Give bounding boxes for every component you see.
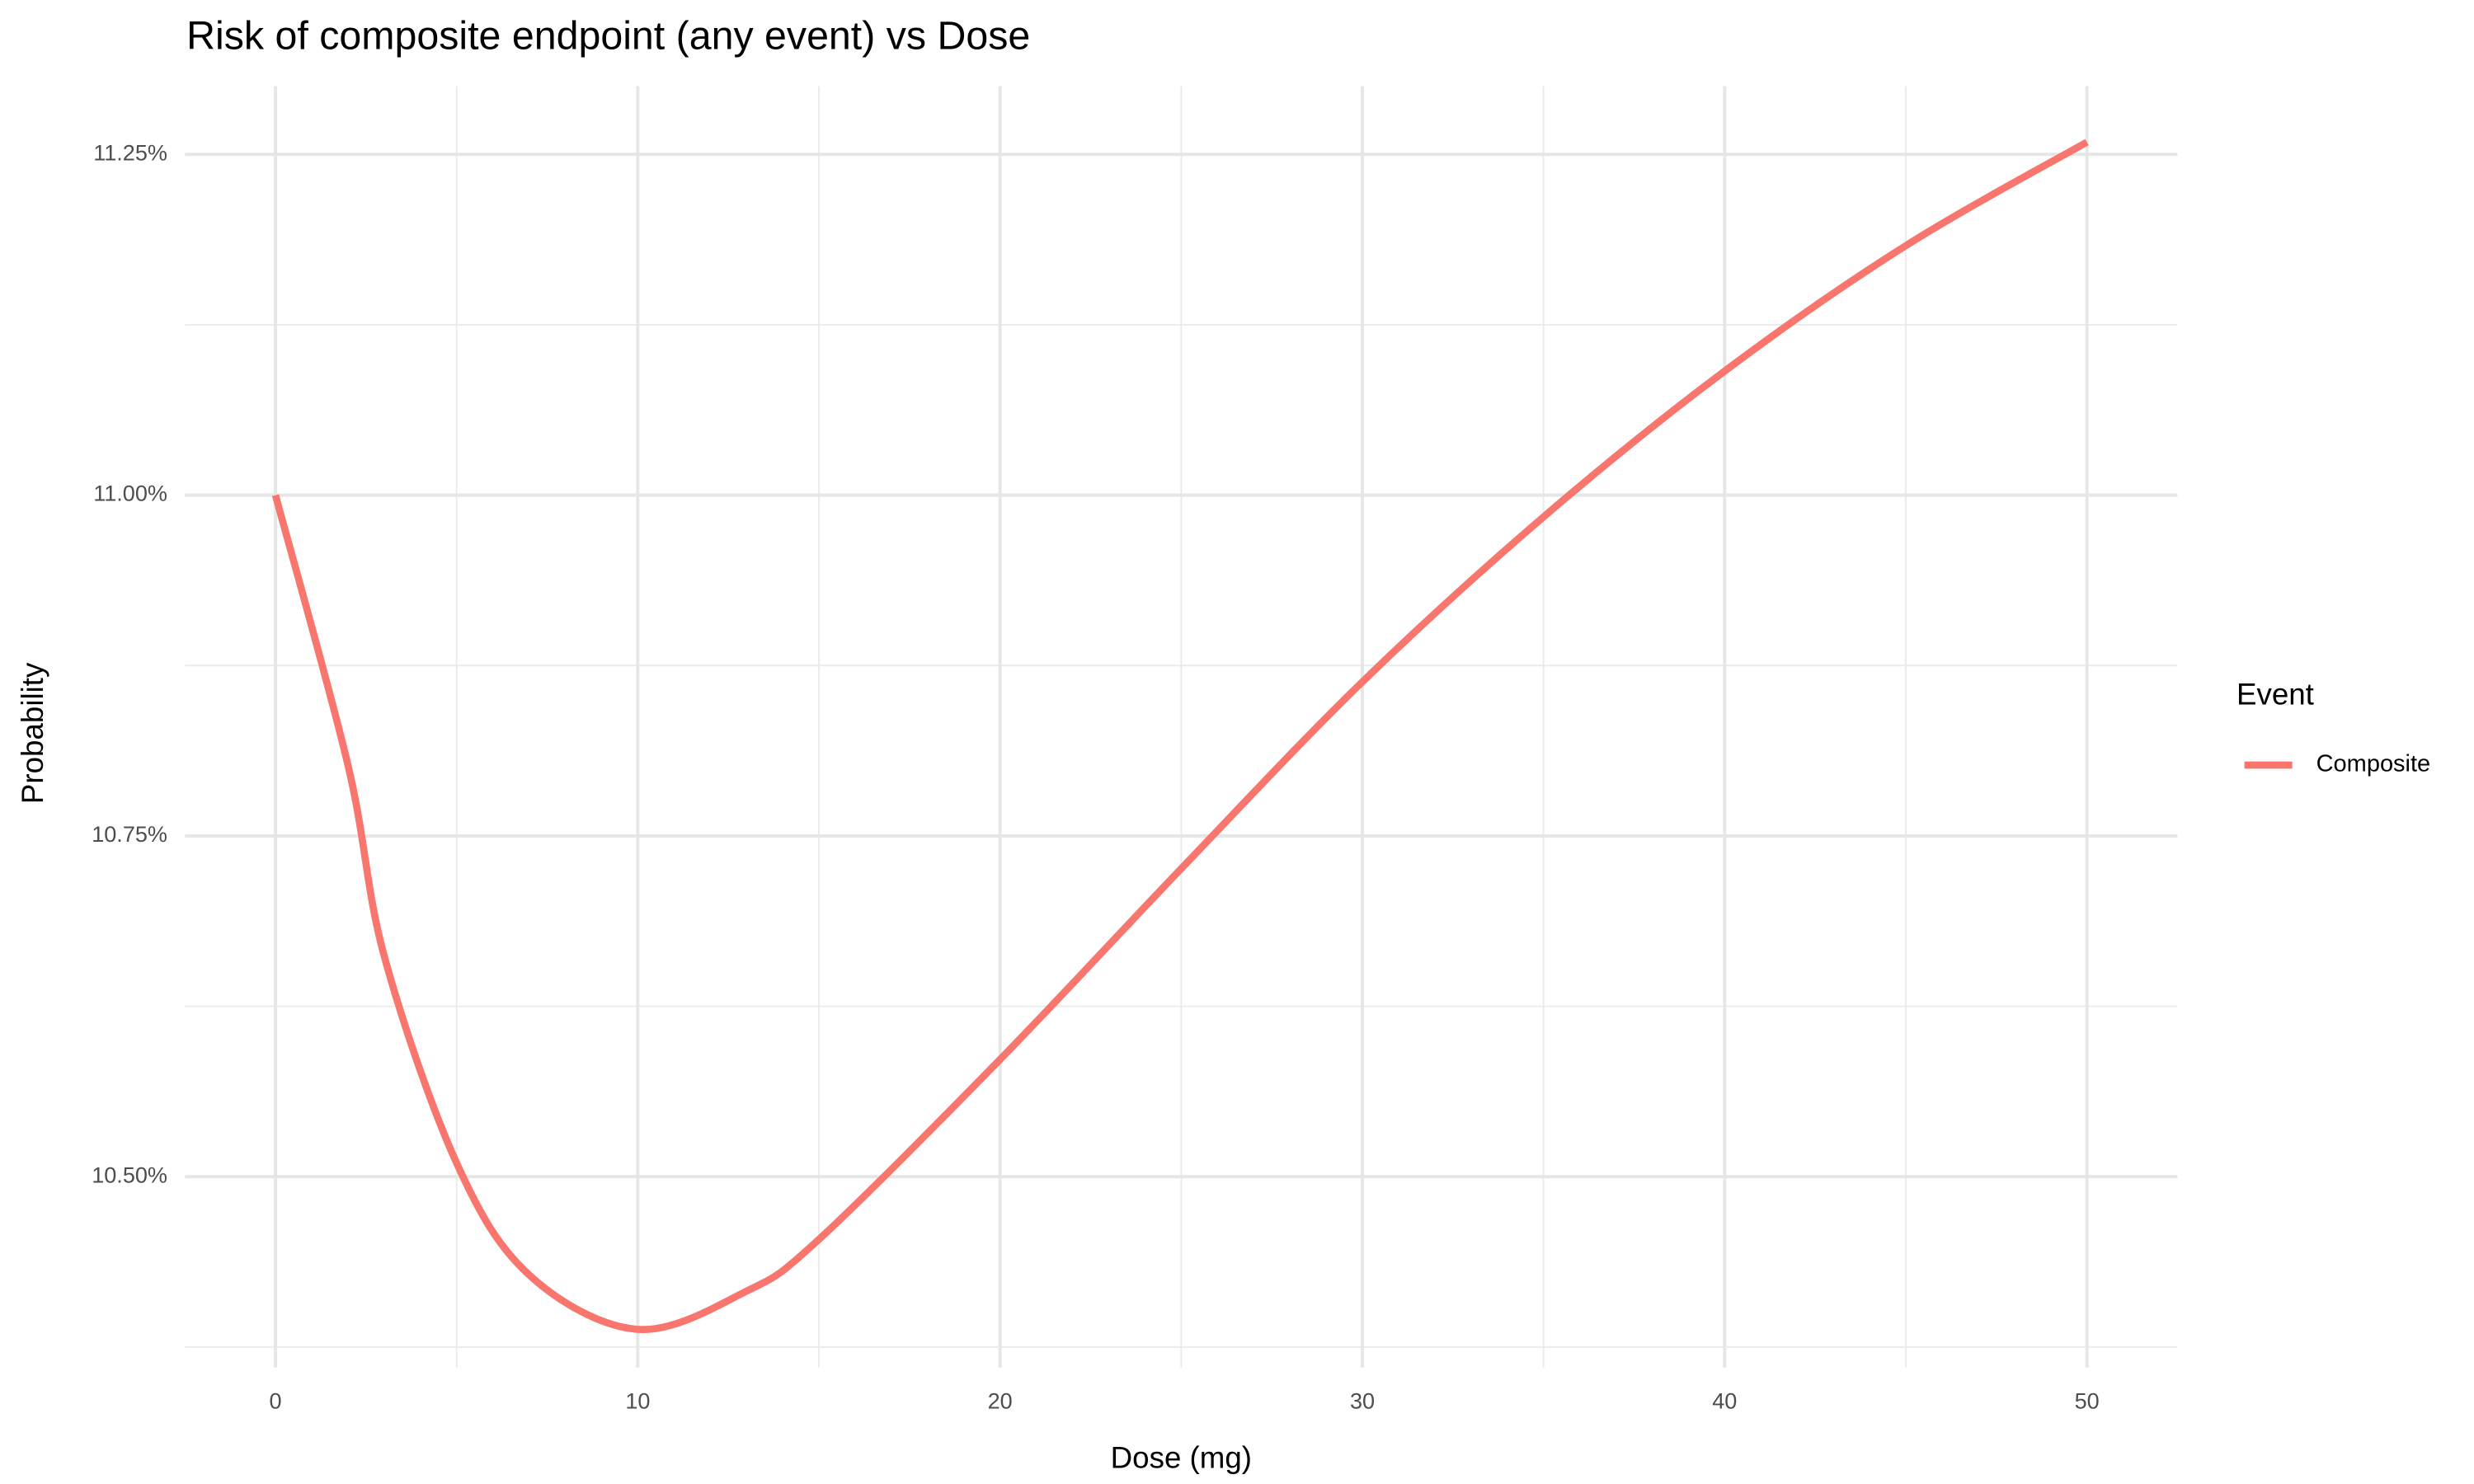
x-tick-label: 30: [1350, 1388, 1375, 1413]
legend-label: Composite: [2316, 751, 2431, 777]
line: [271, 139, 2089, 1333]
x-tick-label: 40: [1712, 1388, 1737, 1413]
x-tick-label: 20: [988, 1388, 1013, 1413]
x-tick-label: 10: [625, 1388, 650, 1413]
y-tick-label: 10.50%: [92, 1162, 167, 1187]
y-tick-label: 10.75%: [92, 822, 167, 847]
grid: [185, 86, 2178, 1368]
x-axis-title: Dose (mg): [1111, 1441, 1252, 1475]
x-tick-label: 0: [270, 1388, 282, 1413]
x-tick-label: 50: [2075, 1388, 2100, 1413]
y-tick-label: 11.00%: [93, 481, 167, 506]
legend-title: Event: [2236, 678, 2314, 711]
y-axis-title: Probability: [16, 662, 49, 804]
y-tick-label: 11.25%: [93, 140, 167, 165]
chart-title: Risk of composite endpoint (any event) v…: [186, 13, 1030, 58]
